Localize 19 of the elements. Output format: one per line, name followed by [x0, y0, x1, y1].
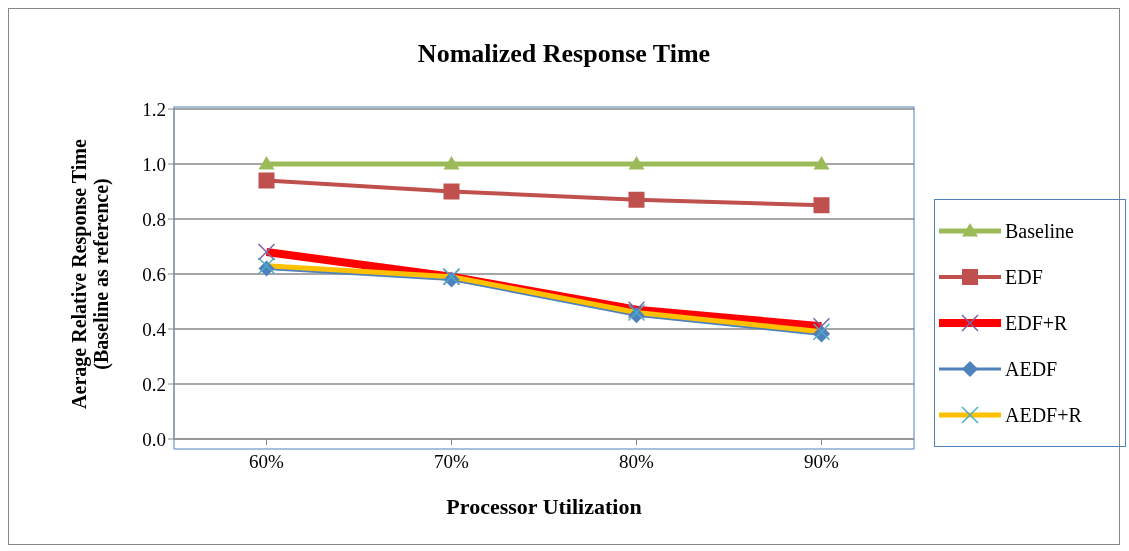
- y-tick-label: 0.8: [142, 208, 166, 230]
- y-tick-label: 1.0: [142, 153, 166, 175]
- legend-label: AEDF: [1005, 357, 1058, 381]
- x-tick-label: 80%: [619, 451, 655, 473]
- y-tick-label: 0.2: [142, 373, 166, 395]
- legend-label: Baseline: [1005, 219, 1074, 243]
- x-tick-label: 70%: [434, 451, 470, 473]
- chart-title: Nomalized Response Time: [416, 39, 712, 69]
- x-tick-label: 60%: [249, 451, 285, 473]
- y-tick-label: 1.2: [142, 98, 166, 120]
- x-axis-title: Processor Utilization: [446, 494, 642, 519]
- legend-label: EDF: [1005, 265, 1043, 289]
- y-tick-label: 0.4: [142, 318, 167, 340]
- y-axis-title: Aerage Relative Response Time (Baseline as reference): [68, 138, 113, 409]
- legend-label: AEDF+R: [1005, 403, 1082, 427]
- legend-label: EDF+R: [1005, 311, 1068, 335]
- y-tick-label: 0.0: [142, 428, 166, 450]
- y-tick-label: 0.6: [142, 263, 166, 285]
- x-tick-label: 90%: [804, 451, 840, 473]
